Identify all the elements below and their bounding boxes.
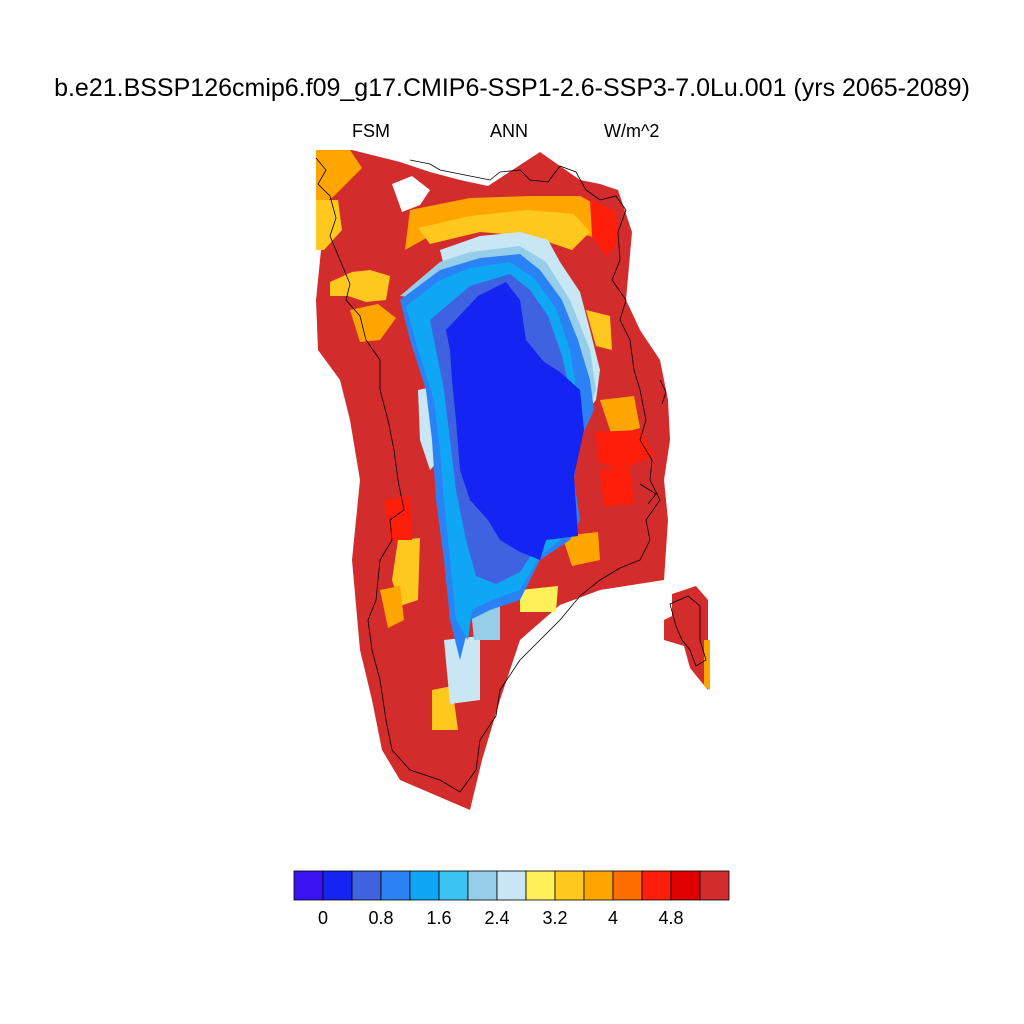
colorbar-swatch <box>641 870 672 901</box>
colorbar-swatch <box>612 870 643 901</box>
colorbar-tick-label: 4.8 <box>658 908 683 928</box>
plot-title: b.e21.BSSP126cmip6.f09_g17.CMIP6-SSP1-2.… <box>54 74 970 102</box>
season-label: ANN <box>490 121 529 141</box>
right-island <box>664 586 708 690</box>
colorbar-swatch <box>380 870 411 901</box>
colorbar-swatch <box>496 870 527 901</box>
coastal-band-orange <box>316 150 710 730</box>
colorbar-swatch <box>525 870 556 901</box>
colorbar-tick-label: 3.2 <box>542 908 567 928</box>
colorbar-swatch <box>438 870 469 901</box>
colorbar-swatch <box>293 870 324 901</box>
colorbar-tick-label: 0.8 <box>368 908 393 928</box>
interior-low-values <box>430 274 584 584</box>
units-label: W/m^2 <box>604 121 660 141</box>
coastline <box>315 157 707 793</box>
variable-label: FSM <box>352 121 390 141</box>
colorbar-tick-label: 1.6 <box>426 908 451 928</box>
colorbar-swatch <box>583 870 614 901</box>
colorbar-swatch <box>467 870 498 901</box>
colorbar-swatch <box>554 870 585 901</box>
colorbar-swatch <box>670 870 701 901</box>
colorbar-swatch <box>409 870 440 901</box>
colorbar-swatch <box>699 870 730 901</box>
colorbar-tick-label: 2.4 <box>484 908 509 928</box>
colorbar-swatch <box>322 870 353 901</box>
colorbar-tick-label: 0 <box>318 908 328 928</box>
colorbar-tick-label: 4 <box>608 908 618 928</box>
colorbar-swatch <box>351 870 382 901</box>
ice-gap <box>392 176 430 212</box>
